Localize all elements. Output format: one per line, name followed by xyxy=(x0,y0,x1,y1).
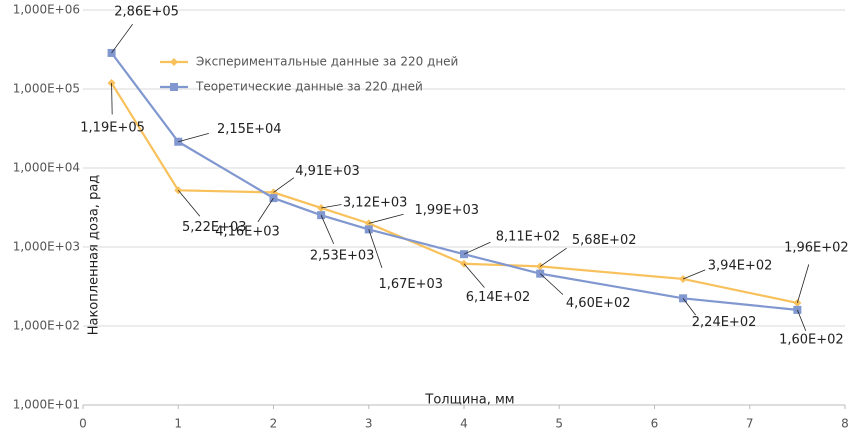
x-axis-title: Толщина, мм xyxy=(424,393,514,408)
leader-line xyxy=(463,241,491,255)
leader-line xyxy=(273,177,295,193)
data-label: 4,60E+02 xyxy=(566,296,631,311)
leader-line xyxy=(682,298,696,316)
data-label: 3,12E+03 xyxy=(343,195,408,210)
data-label: 2,86E+05 xyxy=(114,4,179,19)
y-tick-label: 1,000E+04 xyxy=(13,161,80,175)
legend-label: Теоретические данные за 220 дней xyxy=(195,80,423,94)
data-label: 4,91E+03 xyxy=(295,164,360,179)
leader-line xyxy=(539,273,564,295)
data-label: 5,68E+02 xyxy=(572,233,637,248)
leader-line xyxy=(368,229,383,269)
data-label: 1,60E+02 xyxy=(779,332,844,347)
data-label: 1,67E+03 xyxy=(378,277,443,292)
data-label: 4,16E+03 xyxy=(215,225,280,240)
y-axis-title: Накопленная доза, рад xyxy=(87,175,102,336)
legend-label: Экспериментальные данные за 220 дней xyxy=(196,55,458,69)
data-label: 3,94E+02 xyxy=(708,258,773,273)
x-tick-label: 0 xyxy=(79,417,87,431)
x-tick-label: 7 xyxy=(746,417,754,431)
data-label: 2,53E+03 xyxy=(310,249,375,264)
data-label: 1,99E+03 xyxy=(414,203,479,218)
data-label: 1,96E+02 xyxy=(784,240,849,255)
y-tick-label: 1,000E+01 xyxy=(13,398,80,412)
y-tick-label: 1,000E+02 xyxy=(13,319,80,333)
x-tick-label: 2 xyxy=(270,417,278,431)
data-label: 5,22E+03 xyxy=(182,220,247,235)
x-tick-label: 5 xyxy=(555,417,563,431)
leader-line xyxy=(463,263,485,288)
x-tick-label: 6 xyxy=(651,417,659,431)
data-label: 1,19E+05 xyxy=(80,121,145,136)
data-label: 8,11E+02 xyxy=(496,230,561,245)
leader-line xyxy=(111,24,133,54)
leader-line xyxy=(320,214,335,245)
x-tick-label: 4 xyxy=(460,417,468,431)
leader-line xyxy=(368,213,404,224)
legend-marker xyxy=(170,83,178,91)
x-tick-label: 8 xyxy=(841,417,849,431)
x-tick-label: 3 xyxy=(365,417,373,431)
leader-line xyxy=(111,83,113,115)
leader-line xyxy=(539,247,567,267)
y-tick-label: 1,000E+05 xyxy=(13,82,80,96)
leader-line xyxy=(257,197,274,223)
leader-line xyxy=(177,190,201,217)
data-label: 2,15E+04 xyxy=(217,122,282,137)
leader-line xyxy=(796,264,810,304)
leader-line xyxy=(321,204,342,209)
leader-line xyxy=(178,132,209,143)
x-tick-label: 1 xyxy=(174,417,182,431)
leader-line xyxy=(682,269,706,280)
series-line xyxy=(110,82,798,304)
data-label: 6,14E+02 xyxy=(466,290,531,305)
data-label: 2,24E+02 xyxy=(692,315,757,330)
leader-line xyxy=(797,309,807,332)
y-tick-label: 1,000E+06 xyxy=(13,3,80,17)
legend-marker xyxy=(170,58,178,66)
y-tick-label: 1,000E+03 xyxy=(13,240,80,254)
